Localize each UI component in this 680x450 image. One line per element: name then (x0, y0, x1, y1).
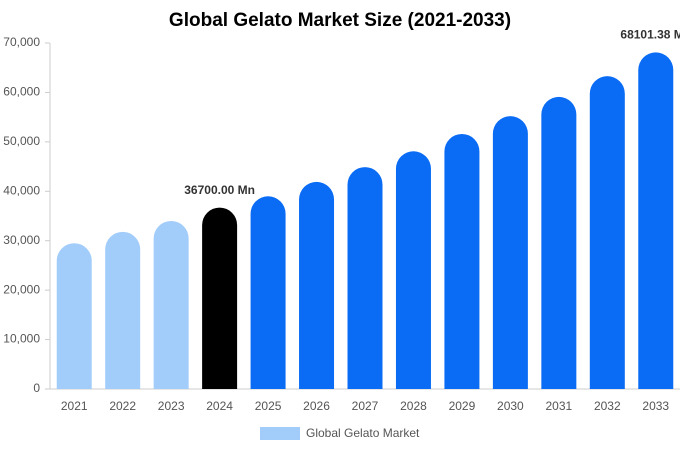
bar (444, 133, 480, 389)
bar (541, 96, 577, 389)
legend-label: Global Gelato Market (306, 426, 420, 440)
x-tick-label: 2032 (594, 399, 621, 413)
bar (202, 207, 238, 389)
y-tick-label: 10,000 (3, 332, 40, 346)
value-label: 36700.00 Mn (184, 183, 255, 197)
y-tick-label: 70,000 (3, 35, 40, 49)
x-tick-label: 2033 (642, 399, 669, 413)
x-tick-label: 2023 (158, 399, 185, 413)
bar (299, 181, 335, 389)
bar (589, 76, 625, 389)
x-tick-label: 2024 (206, 399, 233, 413)
y-tick-label: 40,000 (3, 183, 40, 197)
y-tick-label: 60,000 (3, 85, 40, 99)
y-tick-label: 0 (33, 381, 40, 395)
y-tick-label: 30,000 (3, 233, 40, 247)
bar (347, 167, 383, 389)
bar (153, 220, 189, 389)
x-tick-label: 2027 (352, 399, 379, 413)
bar (105, 231, 141, 389)
value-label: 68101.38 Mn (620, 28, 680, 42)
x-tick-label: 2029 (449, 399, 476, 413)
x-tick-label: 2030 (497, 399, 524, 413)
bar (395, 151, 431, 389)
bar (638, 52, 674, 389)
chart-title: Global Gelato Market Size (2021-2033) (169, 10, 511, 31)
x-tick-label: 2026 (303, 399, 330, 413)
bar (250, 196, 286, 389)
x-tick-label: 2022 (109, 399, 136, 413)
legend-swatch (260, 427, 300, 440)
y-tick-label: 50,000 (3, 134, 40, 148)
bar (56, 243, 92, 389)
x-tick-label: 2031 (545, 399, 572, 413)
bar (492, 116, 528, 389)
x-tick-label: 2028 (400, 399, 427, 413)
y-tick-label: 20,000 (3, 282, 40, 296)
x-tick-label: 2025 (255, 399, 282, 413)
x-tick-label: 2021 (61, 399, 88, 413)
